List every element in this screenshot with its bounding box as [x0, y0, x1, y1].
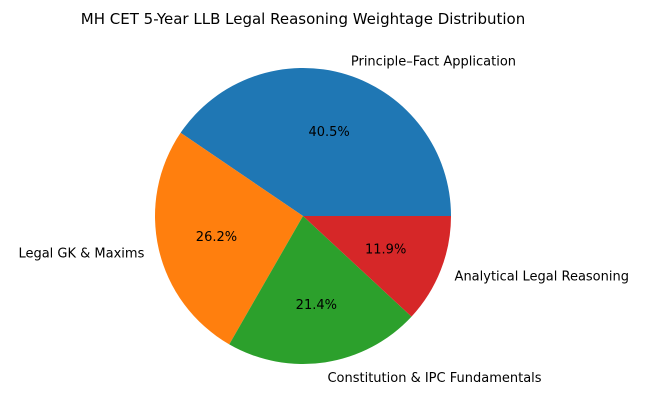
slice-label-1: Legal GK & Maxims — [18, 247, 144, 262]
slice-percent-2: 21.4% — [296, 298, 337, 313]
pie-slice-2 — [229, 216, 412, 364]
slice-percent-0: 40.5% — [308, 125, 349, 140]
slice-label-2: Constitution & IPC Fundamentals — [327, 371, 541, 386]
slice-percent-3: 11.9% — [365, 242, 406, 257]
chart-title: MH CET 5-Year LLB Legal Reasoning Weight… — [81, 10, 525, 28]
pie-slice-3 — [303, 216, 452, 317]
pie-slice-1 — [155, 132, 303, 345]
slice-label-3: Analytical Legal Reasoning — [455, 269, 629, 284]
slice-label-0: Principle–Fact Application — [351, 54, 516, 69]
pie-slice-0 — [180, 67, 452, 217]
slice-percent-1: 26.2% — [196, 230, 237, 245]
